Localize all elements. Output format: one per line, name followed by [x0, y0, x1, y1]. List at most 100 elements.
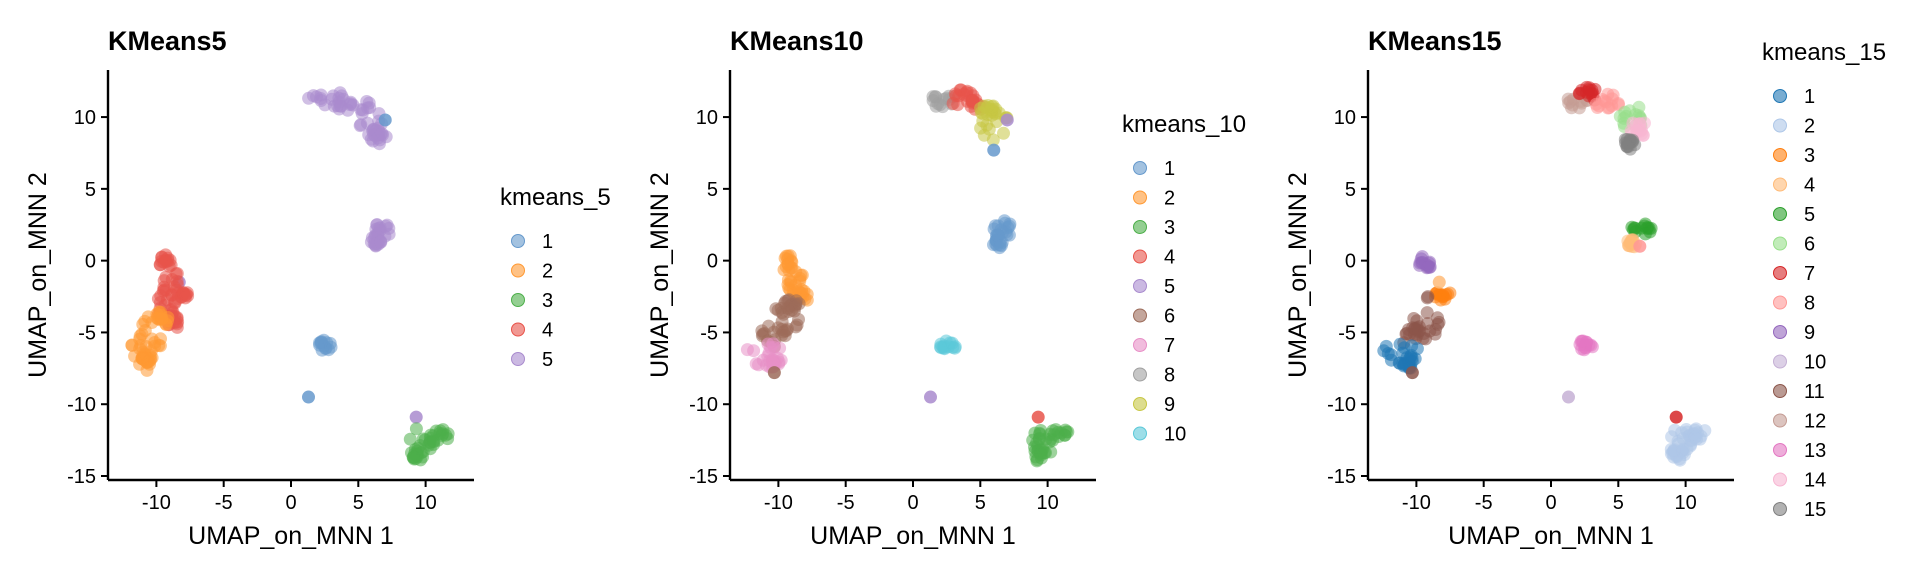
legend-swatch-14 — [1773, 472, 1787, 487]
point-cluster-4 — [1432, 275, 1446, 289]
x-tick-label: 5 — [975, 492, 986, 514]
x-tick-label: -10 — [764, 492, 793, 514]
point-cluster-9 — [980, 118, 994, 132]
point-cluster-5 — [371, 131, 385, 145]
legend-label-10: 10 — [1164, 424, 1186, 446]
legend-swatch-6 — [1773, 236, 1787, 251]
x-tick-label: 0 — [907, 492, 918, 514]
point-cluster-9 — [997, 126, 1010, 140]
legend-label-15: 15 — [1804, 499, 1826, 521]
panel-3: KMeans15 -10 -5 0 5 10 -15 -10 -5 0 5 10 UMAP_on_MNN… — [1284, 26, 1886, 550]
point-cluster-5 — [379, 219, 393, 233]
legend-swatch-9 — [1773, 325, 1787, 339]
blob-cluster-5 — [1625, 217, 1658, 241]
blob-cluster-5 — [364, 121, 393, 151]
y-tick-label: -10 — [689, 394, 718, 416]
point-cluster-9 — [974, 106, 988, 120]
point-cluster-11 — [1400, 326, 1414, 340]
blob-cluster-11 — [1397, 321, 1433, 350]
legend-swatch-4 — [1133, 249, 1147, 264]
panel-2: KMeans10 -10 -5 0 5 10 -15 -10 -5 0 5 10 UMAP_on_MNN… — [646, 26, 1246, 550]
legend-label-12: 12 — [1804, 411, 1826, 433]
y-axis-label: UMAP_on_MNN 2 — [24, 172, 52, 378]
scatter-points — [125, 86, 455, 467]
point-cluster-1 — [315, 335, 328, 349]
x-tick-label: -10 — [142, 492, 171, 514]
blob-cluster-9 — [974, 99, 1003, 121]
legend-label-2: 2 — [1804, 116, 1815, 138]
blob-cluster-3 — [423, 423, 455, 448]
x-axis-label: UMAP_on_MNN 1 — [810, 522, 1016, 550]
blob-cluster-15 — [1618, 133, 1642, 156]
point-cluster-8 — [1633, 239, 1647, 253]
legend-label-3: 3 — [1164, 217, 1175, 239]
point-cluster-7 — [761, 337, 775, 351]
legend-swatch-15 — [1773, 502, 1787, 516]
blob-cluster-10 — [934, 334, 962, 356]
point-cluster-4 — [1031, 410, 1045, 424]
y-tick-label: -10 — [1327, 394, 1356, 416]
y-tick-label: 10 — [696, 107, 718, 129]
point-cluster-3 — [435, 428, 449, 442]
legend-swatch-5 — [1773, 207, 1787, 221]
legend-label-5: 5 — [542, 349, 553, 371]
legend-title: kmeans_10 — [1122, 111, 1246, 138]
point-cluster-5 — [409, 410, 423, 424]
legend-swatch-7 — [1773, 266, 1787, 280]
x-tick-label: 5 — [1613, 492, 1624, 514]
point-cluster-9 — [1413, 258, 1427, 272]
point-cluster-5 — [1625, 220, 1639, 234]
legend-swatch-8 — [1133, 367, 1147, 382]
point-cluster-1 — [1393, 337, 1407, 351]
legend-swatch-5 — [511, 352, 525, 366]
blob-cluster-5 — [364, 229, 388, 253]
blob-cluster-2 — [133, 350, 157, 377]
legend-label-2: 2 — [1164, 188, 1175, 210]
point-cluster-2 — [139, 340, 153, 353]
point-cluster-9 — [985, 100, 999, 114]
legend-swatch-3 — [511, 293, 525, 307]
legend-label-9: 9 — [1164, 394, 1175, 416]
point-cluster-5 — [306, 89, 320, 103]
blob-cluster-9 — [1413, 250, 1437, 275]
point-cluster-5 — [1000, 113, 1014, 127]
point-cluster-7 — [766, 355, 780, 369]
point-cluster-4 — [178, 291, 192, 305]
point-cluster-9 — [977, 128, 991, 142]
point-cluster-3 — [409, 422, 423, 436]
point-cluster-1 — [987, 143, 1001, 157]
chart-title: KMeans5 — [108, 26, 227, 56]
point-cluster-13 — [1573, 338, 1587, 351]
y-axis-label: UMAP_on_MNN 2 — [1284, 172, 1312, 378]
blob-cluster-3 — [1043, 423, 1075, 447]
legend-swatch-2 — [1133, 190, 1147, 205]
point-cluster-6 — [792, 297, 806, 311]
point-cluster-3 — [1061, 425, 1075, 439]
point-cluster-8 — [1589, 97, 1603, 111]
legend-swatch-3 — [1133, 220, 1147, 234]
panel-1: KMeans5 -10 -5 0 5 10 -15 -10 -5 0 5 10 UMAP_on_MNN … — [24, 26, 611, 550]
y-tick-label: -5 — [700, 322, 718, 344]
blob-cluster-3 — [405, 439, 430, 467]
legend-label-10: 10 — [1804, 352, 1826, 374]
point-cluster-3 — [1037, 446, 1051, 460]
legend-swatch-8 — [1773, 295, 1787, 310]
legend-label-4: 4 — [542, 320, 553, 342]
point-cluster-5 — [326, 89, 340, 103]
point-cluster-5 — [356, 103, 370, 117]
scatter-points — [1377, 80, 1712, 467]
point-cluster-3 — [403, 432, 417, 446]
blob-cluster-2 — [150, 305, 175, 332]
y-tick-label: 10 — [1334, 107, 1356, 129]
point-cluster-7 — [747, 344, 761, 358]
point-cluster-5 — [344, 95, 358, 109]
point-cluster-1 — [378, 113, 392, 127]
point-cluster-11 — [1420, 306, 1434, 320]
legend: kmeans_10 1 2 3 4 5 6 7 8 9 10 — [1122, 111, 1246, 446]
legend-swatch-1 — [1773, 89, 1787, 103]
legend-label-13: 13 — [1804, 440, 1826, 462]
y-tick-label: 0 — [85, 251, 96, 273]
legend-label-8: 8 — [1164, 365, 1175, 387]
